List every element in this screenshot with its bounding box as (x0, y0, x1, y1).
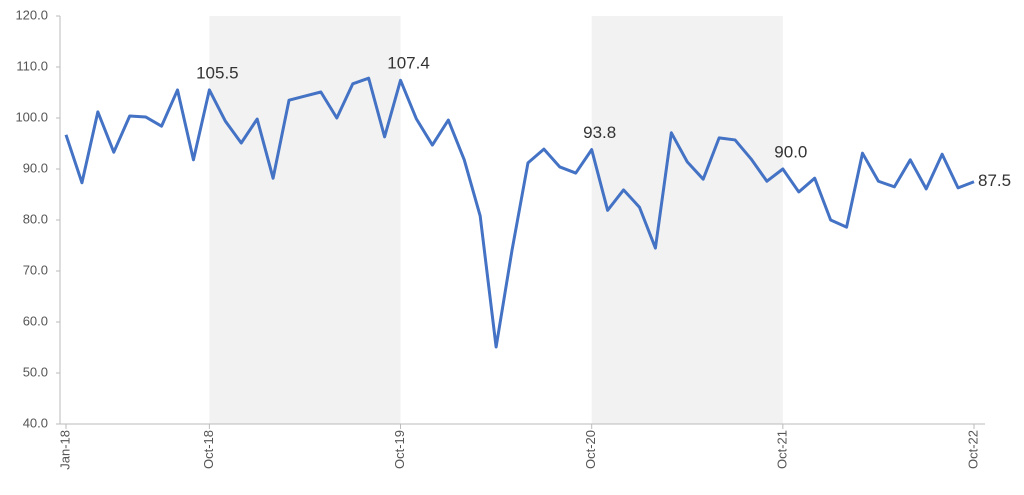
y-tick-label: 60.0 (23, 313, 48, 328)
x-tick-label: Jan-18 (57, 430, 72, 470)
y-tick-label: 50.0 (23, 364, 48, 379)
y-tick-label: 70.0 (23, 262, 48, 277)
x-tick-label: Oct-19 (392, 430, 407, 469)
shaded-period (209, 16, 401, 424)
x-tick-label: Oct-21 (774, 430, 789, 469)
x-tick-label: Oct-20 (583, 430, 598, 469)
y-tick-label: 120.0 (15, 7, 48, 22)
line-series (64, 76, 975, 349)
y-tick-label: 80.0 (23, 211, 48, 226)
shaded-period (591, 16, 783, 424)
y-tick-label: 90.0 (23, 160, 48, 175)
data-label: 87.5 (978, 171, 1011, 190)
data-label: 105.5 (196, 63, 239, 82)
y-tick-label: 100.0 (15, 109, 48, 124)
y-tick-label: 110.0 (16, 58, 48, 73)
x-tick-label: Oct-18 (201, 430, 216, 469)
x-tick-label: Oct-22 (965, 430, 980, 469)
data-label: 90.0 (774, 142, 807, 161)
data-label: 107.4 (387, 54, 430, 73)
y-tick-label: 40.0 (23, 415, 48, 430)
data-label: 93.8 (583, 123, 616, 142)
